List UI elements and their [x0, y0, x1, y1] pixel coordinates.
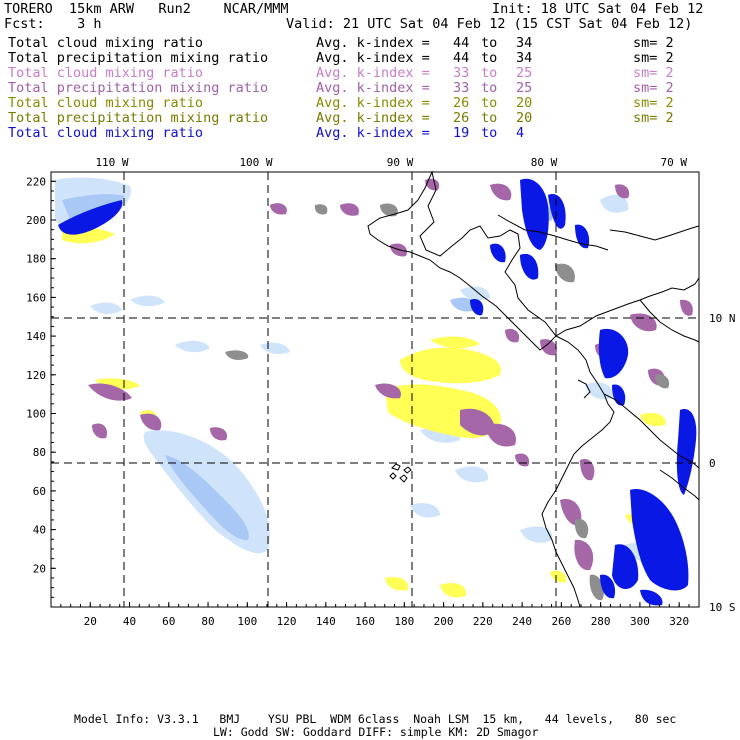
bottom-grid-label: 120 — [277, 615, 297, 628]
legend-sm: sm= 2 — [633, 65, 674, 81]
left-grid-label: 220 — [26, 175, 46, 188]
physics-info-line: LW: Godd SW: Goddard DIFF: simple KM: 2D… — [213, 725, 539, 739]
legend-sm: sm= 2 — [633, 50, 674, 66]
legend-sm: sm= 2 — [633, 80, 674, 96]
left-grid-label: 20 — [33, 562, 46, 575]
legend-field: Total precipitation mixing ratio — [8, 50, 269, 66]
bottom-grid-label: 40 — [123, 615, 136, 628]
legend-k-from: 44 — [453, 50, 470, 66]
legend-row: Total precipitation mixing ratio Avg. k-i… — [8, 81, 738, 96]
left-grid-label: 80 — [33, 446, 46, 459]
legend-sm: sm= 2 — [633, 110, 674, 126]
bottom-grid-label: 80 — [201, 615, 214, 628]
bottom-grid-label: 60 — [162, 615, 175, 628]
legend-field: Total cloud mixing ratio — [8, 125, 204, 141]
legend-field: Total cloud mixing ratio — [8, 95, 204, 111]
legend-k-to: 34 — [516, 50, 533, 66]
forecast-label: Fcst: 3 h — [4, 16, 102, 32]
legend-k-label: Avg. k-index = — [316, 50, 430, 66]
left-grid-label: 100 — [26, 408, 46, 421]
valid-time: Valid: 21 UTC Sat 04 Feb 12 (15 CST Sat … — [286, 16, 693, 32]
bottom-grid-label: 320 — [669, 615, 689, 628]
legend-k-from: 44 — [453, 35, 470, 51]
legend-row: Total cloud mixing ratio Avg. k-index = 33… — [8, 66, 738, 81]
legend-to: to — [481, 65, 498, 81]
legend-sm: sm= 2 — [633, 95, 674, 111]
top-lon-label: 90 W — [387, 156, 414, 169]
right-lat-label: 10 S — [709, 601, 736, 614]
left-grid-label: 60 — [33, 485, 46, 498]
legend-k-from: 26 — [453, 110, 470, 126]
legend-field: Total precipitation mixing ratio — [8, 80, 269, 96]
legend-to: to — [481, 50, 498, 66]
legend-field: Total cloud mixing ratio — [8, 35, 204, 51]
bottom-grid-label: 200 — [434, 615, 454, 628]
left-grid-label: 200 — [26, 214, 46, 227]
bottom-grid-label: 140 — [316, 615, 336, 628]
bottom-grid-label: 280 — [591, 615, 611, 628]
lat-lon-grid — [51, 172, 699, 607]
init-time: Init: 18 UTC Sat 04 Feb 12 — [492, 1, 704, 17]
bottom-grid-label: 160 — [355, 615, 375, 628]
model-info-line: Model Info: V3.3.1 BMJ YSU PBL WDM 6clas… — [74, 712, 677, 726]
legend-to: to — [481, 80, 498, 96]
legend-k-to: 34 — [516, 35, 533, 51]
legend-row: Total cloud mixing ratio Avg. k-index = 44… — [8, 36, 738, 51]
legend-sm: sm= 2 — [633, 35, 674, 51]
top-lon-label: 100 W — [239, 156, 272, 169]
top-lon-label: 110 W — [95, 156, 128, 169]
legend-k-to: 25 — [516, 80, 533, 96]
legend-to: to — [481, 110, 498, 126]
axis-labels: 110 W 100 W 90 W 80 W 70 W 10 N 0 10 S 220 200 180… — [26, 156, 735, 628]
legend-k-label: Avg. k-index = — [316, 110, 430, 126]
legend-k-to: 20 — [516, 95, 533, 111]
legend-k-to: 25 — [516, 65, 533, 81]
bottom-grid-label: 220 — [473, 615, 493, 628]
top-lon-label: 70 W — [661, 156, 688, 169]
legend-k-label: Avg. k-index = — [316, 65, 430, 81]
legend-field: Total precipitation mixing ratio — [8, 110, 269, 126]
top-lon-label: 80 W — [531, 156, 558, 169]
gray-areas — [225, 203, 670, 601]
left-grid-label: 140 — [26, 330, 46, 343]
legend-k-label: Avg. k-index = — [316, 95, 430, 111]
legend-k-label: Avg. k-index = — [316, 35, 430, 51]
model-title: TORERO 15km ARW Run2 NCAR/MMM — [4, 1, 289, 17]
deep-blue-areas — [58, 178, 697, 606]
left-grid-label: 180 — [26, 253, 46, 266]
legend-k-to: 20 — [516, 110, 533, 126]
legend-row: Total cloud mixing ratio Avg. k-index = 26… — [8, 96, 738, 111]
bottom-grid-label: 180 — [394, 615, 414, 628]
legend-k-to: 4 — [516, 125, 525, 141]
legend-k-from: 19 — [453, 125, 470, 141]
right-lat-label: 0 — [709, 457, 716, 470]
legend-to: to — [481, 125, 498, 141]
left-grid-label: 120 — [26, 369, 46, 382]
bottom-grid-label: 20 — [84, 615, 97, 628]
legend-row: Total precipitation mixing ratio Avg. k-i… — [8, 51, 738, 66]
right-lat-label: 10 N — [709, 312, 736, 325]
legend-to: to — [481, 95, 498, 111]
legend-row: Total cloud mixing ratio Avg. k-index = 19… — [8, 126, 738, 141]
legend-to: to — [481, 35, 498, 51]
left-grid-label: 40 — [33, 524, 46, 537]
left-grid-label: 160 — [26, 291, 46, 304]
legend-field: Total cloud mixing ratio — [8, 65, 204, 81]
legend-k-from: 26 — [453, 95, 470, 111]
legend-k-from: 33 — [453, 80, 470, 96]
legend-k-label: Avg. k-index = — [316, 80, 430, 96]
axis-ticks — [51, 180, 690, 607]
bottom-grid-label: 300 — [630, 615, 650, 628]
legend-k-from: 33 — [453, 65, 470, 81]
legend-row: Total precipitation mixing ratio Avg. k-i… — [8, 111, 738, 126]
bottom-grid-label: 100 — [237, 615, 257, 628]
bottom-grid-label: 240 — [512, 615, 532, 628]
coastlines — [367, 170, 700, 608]
bottom-grid-label: 260 — [551, 615, 571, 628]
legend-k-label: Avg. k-index = — [316, 125, 430, 141]
